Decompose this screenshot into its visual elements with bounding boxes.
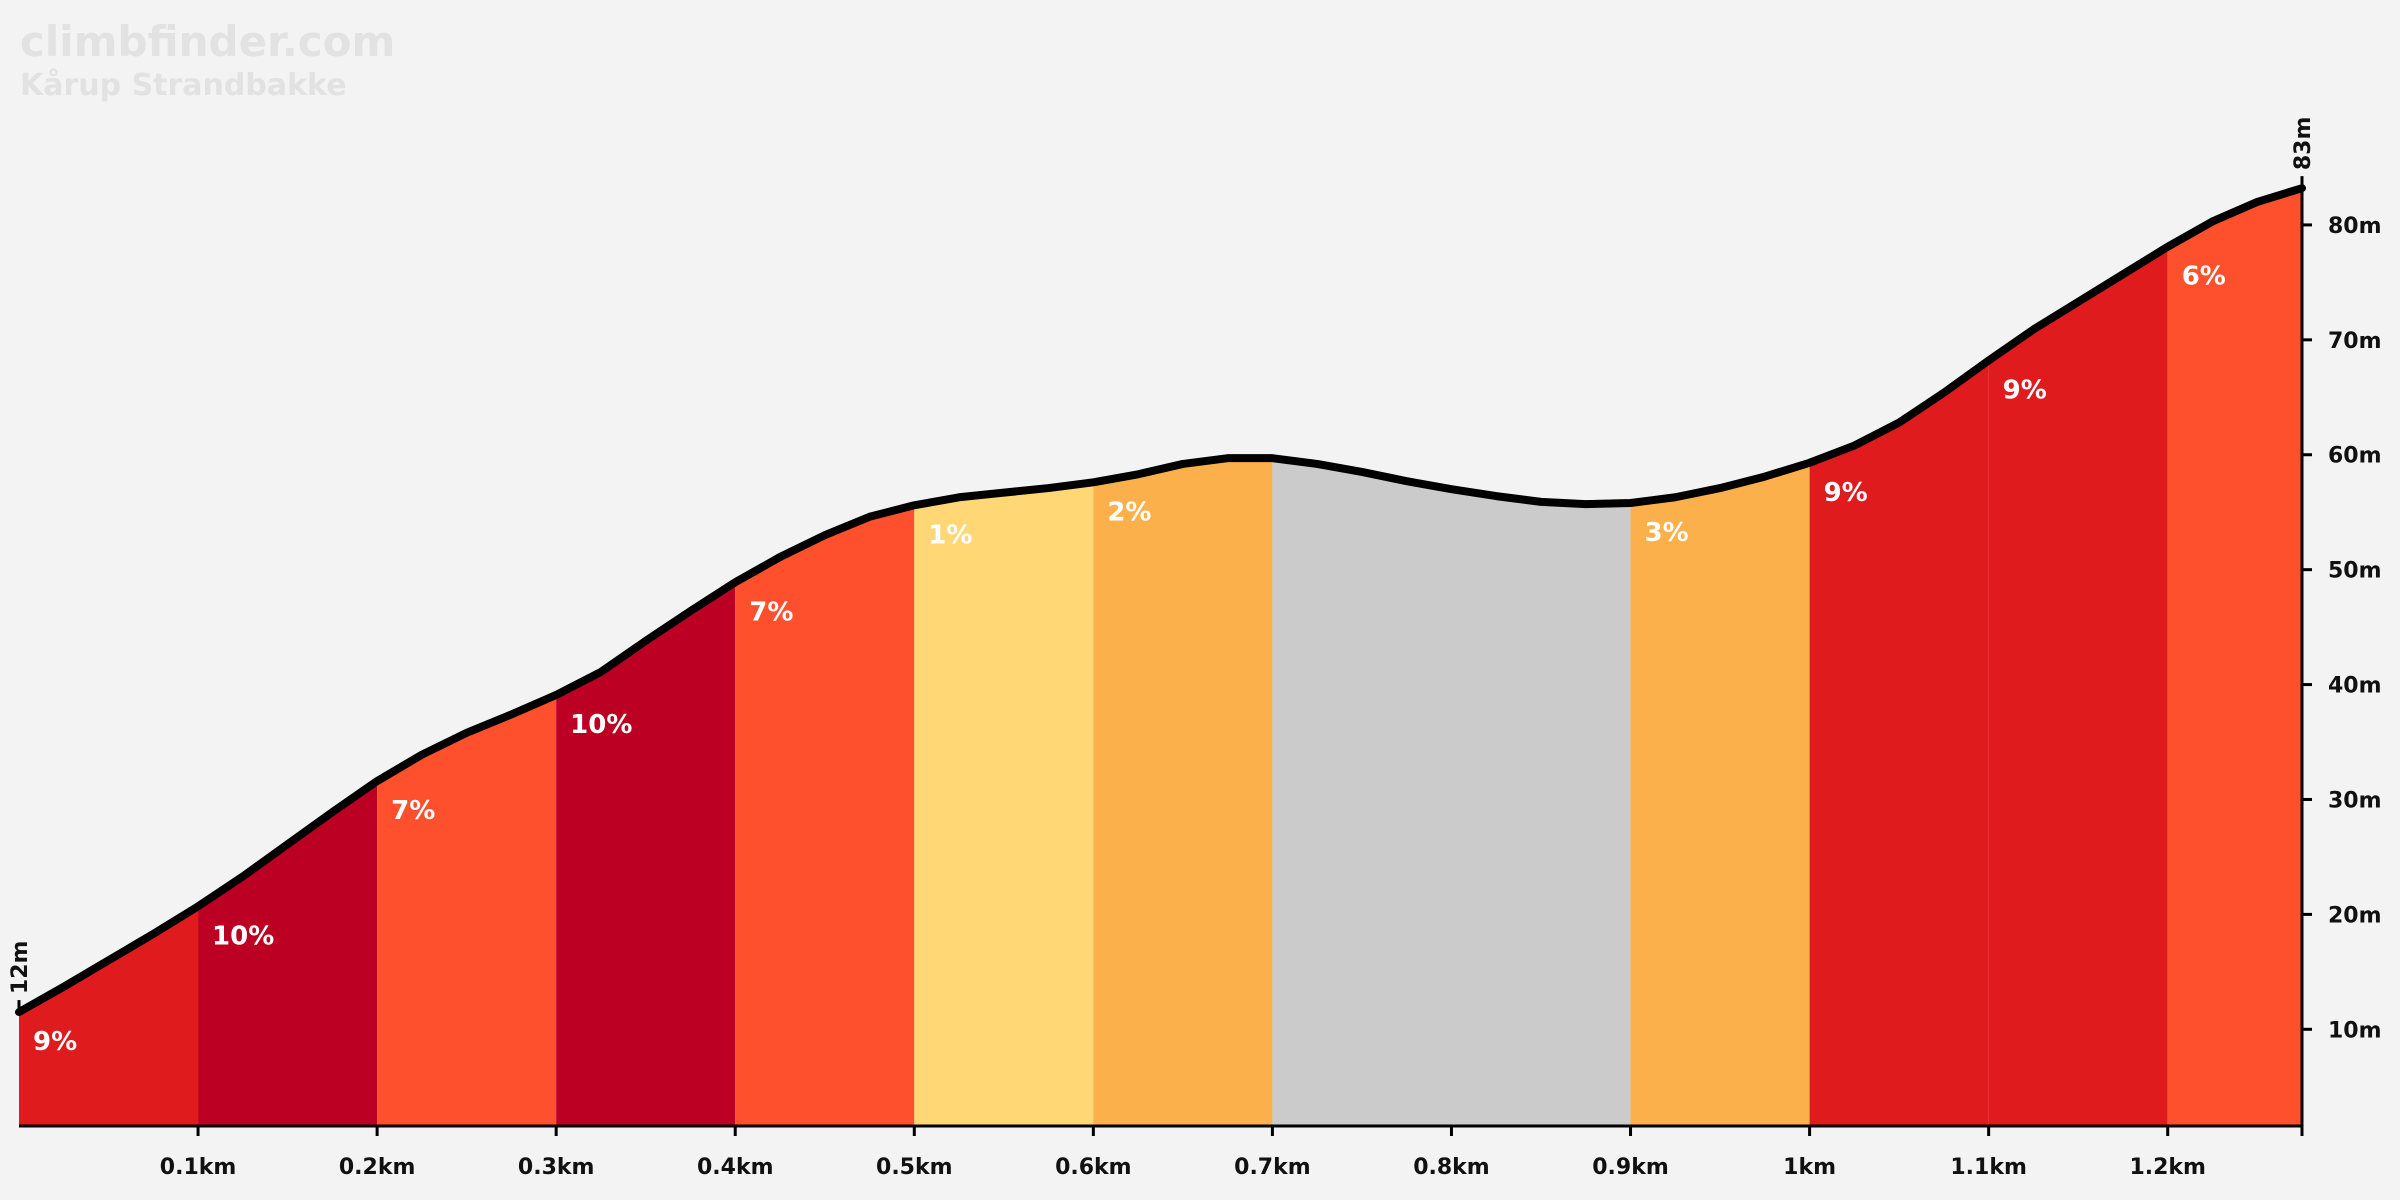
gradient-label-11: 9%	[2003, 376, 2047, 406]
y-tick-label-6: 60m	[2328, 444, 2382, 469]
gradient-label-1: 9%	[33, 1027, 77, 1057]
y-tick-label-2: 20m	[2328, 903, 2382, 928]
x-tick-label-7: 0.7km	[1234, 1155, 1311, 1180]
gradient-label-7: 2%	[1107, 497, 1151, 527]
gradient-segment-7	[1093, 458, 1273, 1127]
y-tick-label-5: 50m	[2328, 559, 2382, 584]
gradient-segment-2	[198, 781, 378, 1126]
gradient-label-12: 6%	[2182, 262, 2226, 292]
y-tick-label-3: 30m	[2328, 788, 2382, 813]
end-elevation-label: 83m	[2291, 117, 2316, 171]
gradient-segment-6	[914, 482, 1094, 1126]
gradient-label-2: 10%	[212, 921, 274, 951]
gradient-label-10: 9%	[1824, 478, 1868, 508]
gradient-segment-1	[19, 906, 199, 1126]
x-tick-label-3: 0.3km	[518, 1155, 595, 1180]
gradient-segment-4	[556, 582, 736, 1126]
y-tick-label-4: 40m	[2328, 674, 2382, 699]
gradient-segment-9	[1630, 462, 1810, 1126]
gradient-label-9: 3%	[1645, 518, 1689, 548]
y-tick-label-8: 80m	[2328, 214, 2382, 239]
x-tick-label-5: 0.5km	[876, 1155, 953, 1180]
gradient-label-3: 7%	[391, 796, 435, 826]
gradient-segment-8	[1272, 458, 1631, 1127]
gradient-segment-3	[377, 694, 557, 1126]
x-tick-label-9: 0.9km	[1592, 1155, 1669, 1180]
gradient-segments	[19, 188, 2302, 1127]
x-tick-label-12: 1.2km	[2129, 1155, 2206, 1180]
gradient-segment-5	[735, 505, 915, 1126]
y-tick-label-7: 70m	[2328, 329, 2382, 354]
gradient-label-6: 1%	[928, 520, 972, 550]
gradient-segment-10	[1809, 360, 1989, 1126]
x-tick-label-10: 1km	[1783, 1155, 1836, 1180]
gradient-segment-12	[2167, 188, 2302, 1126]
elevation-line	[15, 184, 2306, 1017]
gradient-segment-11	[1988, 246, 2168, 1126]
site-watermark: climbfinder.com	[20, 17, 395, 66]
axes: 0.1km 0.2km 0.3km 0.4km 0.5km 0.6km 0.7km 0.8km…	[8, 117, 2382, 1180]
gradient-label-4: 10%	[570, 710, 632, 740]
x-tick-label-11: 1.1km	[1950, 1155, 2027, 1180]
climb-name-watermark: Kårup Strandbakke	[20, 67, 347, 103]
y-tick-label-1: 10m	[2328, 1018, 2382, 1043]
start-elevation-label: 12m	[8, 941, 33, 995]
x-tick-label-1: 0.1km	[160, 1155, 237, 1180]
gradient-labels: 9% 10% 7% 10% 7% 1% 2% 3% 9% 9% 6%	[33, 262, 2226, 1057]
gradient-label-5: 7%	[749, 597, 793, 627]
x-tick-label-8: 0.8km	[1413, 1155, 1490, 1180]
x-tick-label-4: 0.4km	[697, 1155, 774, 1180]
x-tick-label-6: 0.6km	[1055, 1155, 1132, 1180]
x-tick-label-2: 0.2km	[339, 1155, 416, 1180]
